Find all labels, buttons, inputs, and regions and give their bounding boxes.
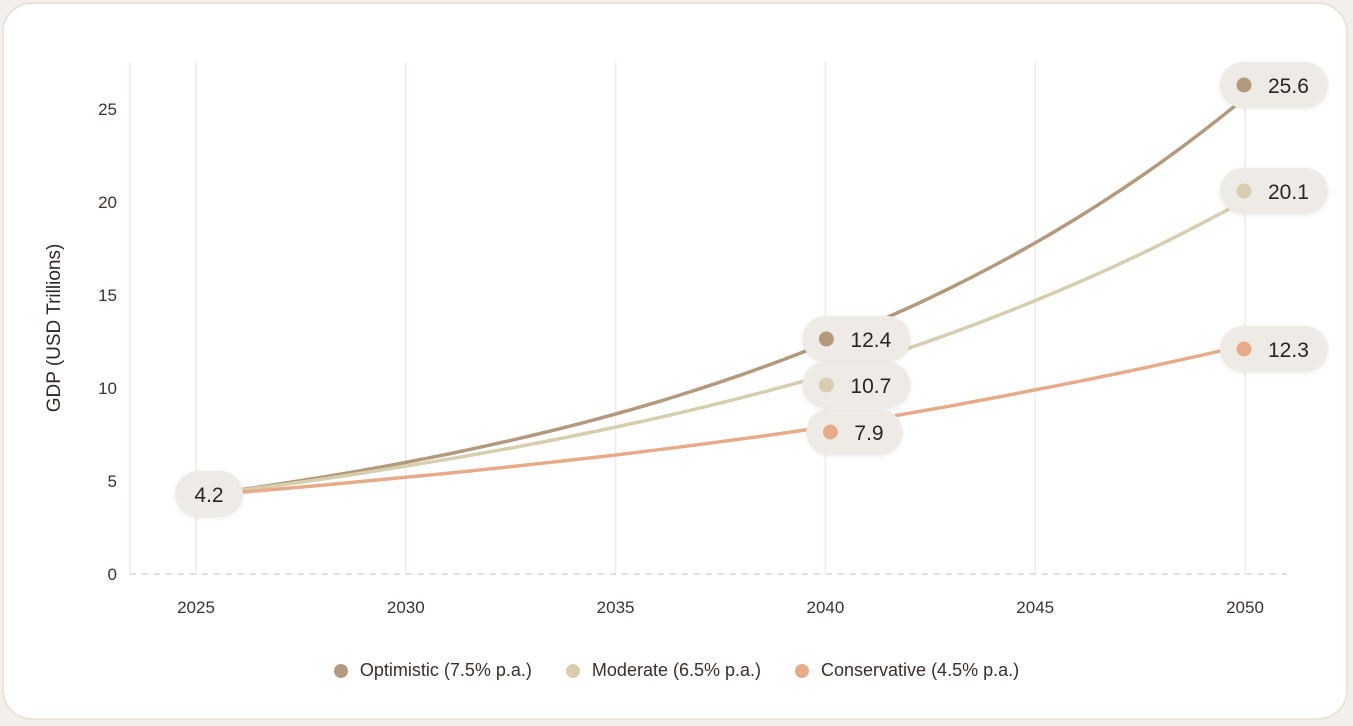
x-tick-label: 2030: [387, 598, 425, 617]
value-pill: [1220, 326, 1328, 372]
legend-item-optimistic[interactable]: Optimistic (7.5% p.a.): [333, 660, 532, 681]
x-tick-label: 2025: [177, 598, 215, 617]
value-pill-2040-conservative: 7.9: [806, 409, 903, 455]
label-layer: 4.2 12.4 10.7 7.9 25.6 20.1 12.3: [175, 62, 1328, 517]
value-label: 10.7: [850, 375, 891, 398]
value-label: 4.2: [194, 484, 223, 507]
legend-dot-icon: [565, 663, 580, 678]
legend: Optimistic (7.5% p.a.) Moderate (6.5% p.…: [0, 660, 1353, 681]
legend-label: Conservative (4.5% p.a.): [821, 660, 1020, 680]
value-label: 20.1: [1268, 181, 1309, 204]
legend-dot-icon: [333, 663, 348, 678]
value-dot: [1236, 77, 1252, 93]
start-value-pill: 4.2: [175, 471, 243, 517]
x-tick-label: 2040: [806, 598, 844, 617]
y-tick-label: 10: [98, 379, 117, 398]
y-tick-label: 25: [98, 100, 117, 119]
value-pill: [1220, 168, 1328, 214]
value-pill-2050-conservative: 12.3: [1220, 326, 1328, 372]
grid-layer: [129, 62, 1287, 575]
y-tick-label: 0: [108, 565, 117, 584]
y-tick-label: 5: [108, 472, 117, 491]
value-label: 25.6: [1268, 75, 1309, 98]
legend-item-conservative[interactable]: Conservative (4.5% p.a.): [795, 660, 1019, 681]
y-axis-label: GDP (USD Trillions): [44, 244, 65, 413]
value-label: 12.3: [1268, 339, 1309, 362]
value-dot: [818, 331, 834, 347]
value-pill: [806, 409, 903, 455]
legend-label: Moderate (6.5% p.a.): [591, 660, 762, 680]
value-dot: [1236, 183, 1252, 199]
value-pill: [802, 316, 911, 362]
legend-label: Optimistic (7.5% p.a.): [359, 660, 532, 680]
x-tick-label: 2045: [1016, 598, 1054, 617]
value-pill: [802, 362, 911, 408]
value-pill: [175, 471, 243, 517]
series-line-conservative: [194, 343, 1247, 504]
y-tick-label: 15: [98, 286, 117, 305]
legend-dot-icon: [795, 663, 810, 678]
value-dot: [1236, 341, 1252, 357]
x-tick-label: 2050: [1226, 598, 1264, 617]
series-line-optimistic: [194, 96, 1247, 504]
series-line-moderate: [194, 198, 1247, 504]
value-pill-2050-optimistic: 25.6: [1220, 62, 1328, 108]
line-layer: [194, 96, 1247, 504]
value-dot: [818, 377, 834, 393]
x-tick-label: 2035: [597, 598, 635, 617]
value-pill-2040-moderate: 10.7: [802, 362, 911, 408]
value-dot: [822, 424, 838, 440]
value-label: 7.9: [854, 422, 883, 445]
legend-item-moderate[interactable]: Moderate (6.5% p.a.): [565, 660, 762, 681]
value-label: 12.4: [850, 329, 891, 352]
value-pill-2040-optimistic: 12.4: [802, 316, 911, 362]
y-tick-label: 20: [98, 193, 117, 212]
value-pill-2050-moderate: 20.1: [1220, 168, 1328, 214]
value-pill: [1220, 62, 1328, 108]
